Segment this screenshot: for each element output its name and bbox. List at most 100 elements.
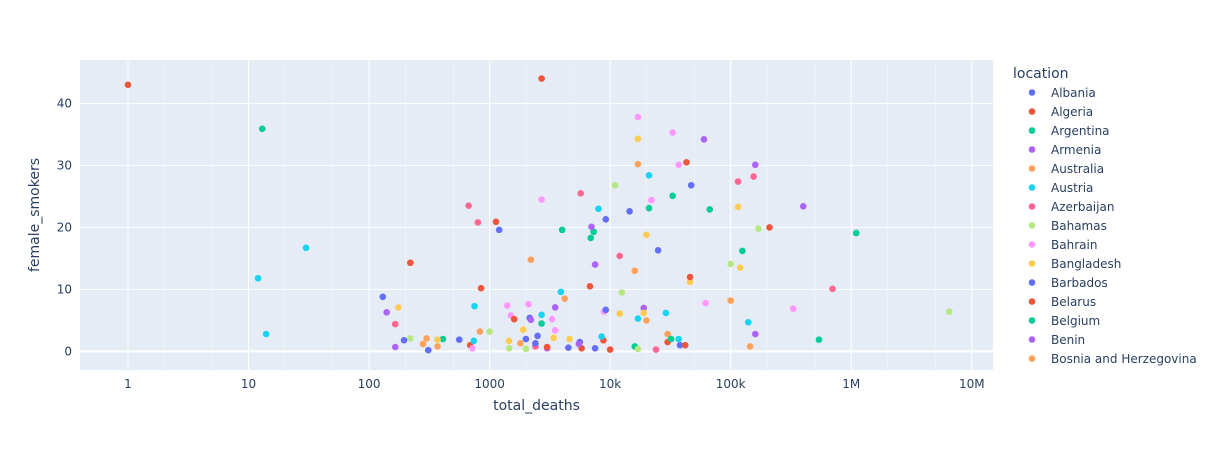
- data-point[interactable]: [258, 125, 266, 133]
- data-point[interactable]: [527, 256, 535, 263]
- data-point[interactable]: [669, 192, 676, 200]
- data-point[interactable]: [590, 228, 597, 236]
- data-point[interactable]: [602, 306, 610, 314]
- data-point[interactable]: [676, 341, 684, 349]
- data-point[interactable]: [640, 304, 648, 312]
- data-point[interactable]: [727, 260, 734, 268]
- data-point[interactable]: [575, 340, 583, 348]
- data-point[interactable]: [675, 335, 682, 343]
- data-point[interactable]: [534, 332, 541, 340]
- data-point[interactable]: [551, 304, 559, 311]
- data-point[interactable]: [419, 340, 427, 348]
- data-point[interactable]: [465, 202, 472, 209]
- data-point[interactable]: [611, 181, 619, 189]
- data-point[interactable]: [557, 288, 565, 296]
- data-point[interactable]: [455, 336, 463, 343]
- data-point[interactable]: [522, 335, 530, 343]
- data-point[interactable]: [654, 247, 662, 254]
- data-point[interactable]: [662, 309, 670, 317]
- data-point[interactable]: [643, 231, 650, 239]
- data-point[interactable]: [391, 343, 399, 351]
- data-point[interactable]: [423, 335, 430, 342]
- data-point[interactable]: [587, 234, 595, 242]
- data-point[interactable]: [634, 160, 642, 168]
- data-point[interactable]: [686, 273, 694, 281]
- data-point[interactable]: [470, 337, 478, 345]
- data-point[interactable]: [640, 309, 648, 317]
- data-point[interactable]: [606, 346, 614, 353]
- legend-item[interactable]: Bosnia and Herzegovina: [1051, 352, 1197, 366]
- data-point[interactable]: [687, 181, 695, 189]
- data-point[interactable]: [254, 274, 262, 282]
- data-point[interactable]: [669, 129, 676, 136]
- data-point[interactable]: [503, 302, 511, 309]
- legend-item[interactable]: Armenia: [1051, 143, 1101, 157]
- data-point[interactable]: [852, 229, 860, 237]
- data-point[interactable]: [815, 336, 823, 343]
- data-point[interactable]: [675, 161, 682, 169]
- data-point[interactable]: [631, 267, 639, 275]
- data-point[interactable]: [476, 328, 484, 335]
- data-point[interactable]: [471, 302, 478, 310]
- data-point[interactable]: [538, 196, 545, 203]
- data-point[interactable]: [492, 218, 500, 226]
- data-point[interactable]: [510, 315, 518, 323]
- data-point[interactable]: [407, 259, 414, 267]
- data-point[interactable]: [799, 203, 807, 210]
- legend-item[interactable]: Bahamas: [1051, 219, 1107, 233]
- data-point[interactable]: [751, 161, 759, 169]
- data-point[interactable]: [495, 226, 503, 234]
- data-point[interactable]: [548, 315, 556, 323]
- data-point[interactable]: [667, 335, 675, 343]
- data-point[interactable]: [945, 308, 953, 316]
- data-point[interactable]: [566, 335, 573, 343]
- data-point[interactable]: [664, 330, 671, 338]
- data-point[interactable]: [551, 327, 559, 334]
- data-point[interactable]: [645, 172, 653, 179]
- data-point[interactable]: [750, 173, 757, 180]
- legend-item[interactable]: Benin: [1051, 333, 1085, 347]
- data-point[interactable]: [543, 343, 551, 351]
- legend-item[interactable]: Barbados: [1051, 276, 1108, 290]
- data-point[interactable]: [517, 340, 524, 347]
- data-point[interactable]: [700, 136, 708, 143]
- data-point[interactable]: [727, 297, 734, 304]
- data-point[interactable]: [525, 300, 532, 308]
- data-point[interactable]: [643, 317, 650, 324]
- data-point[interactable]: [434, 343, 441, 350]
- data-point[interactable]: [527, 316, 535, 324]
- legend-item[interactable]: Algeria: [1051, 105, 1093, 119]
- data-point[interactable]: [522, 345, 530, 353]
- data-point[interactable]: [586, 283, 594, 290]
- data-point[interactable]: [400, 336, 408, 344]
- data-point[interactable]: [681, 341, 689, 349]
- data-point[interactable]: [505, 337, 513, 345]
- data-point[interactable]: [477, 284, 485, 292]
- data-point[interactable]: [602, 216, 610, 223]
- data-point[interactable]: [755, 225, 762, 232]
- data-point[interactable]: [645, 204, 653, 212]
- data-point[interactable]: [766, 224, 773, 231]
- data-point[interactable]: [519, 326, 527, 334]
- data-point[interactable]: [561, 295, 569, 303]
- data-point[interactable]: [598, 333, 605, 340]
- data-point[interactable]: [439, 335, 447, 343]
- data-point[interactable]: [751, 330, 759, 338]
- data-point[interactable]: [829, 285, 836, 293]
- legend-item[interactable]: Belgium: [1051, 314, 1100, 328]
- legend-item[interactable]: Azerbaijan: [1051, 200, 1114, 214]
- data-point[interactable]: [469, 345, 476, 352]
- data-point[interactable]: [736, 264, 744, 272]
- data-point[interactable]: [538, 311, 545, 319]
- data-point[interactable]: [383, 309, 390, 316]
- data-point[interactable]: [474, 219, 482, 226]
- data-point[interactable]: [616, 252, 623, 260]
- data-point[interactable]: [702, 299, 709, 307]
- data-point[interactable]: [789, 305, 797, 312]
- legend-item[interactable]: Belarus: [1051, 295, 1096, 309]
- data-point[interactable]: [745, 318, 752, 326]
- data-point[interactable]: [262, 330, 270, 338]
- data-point[interactable]: [734, 203, 742, 211]
- data-point[interactable]: [538, 320, 545, 327]
- legend-item[interactable]: Bangladesh: [1051, 257, 1121, 271]
